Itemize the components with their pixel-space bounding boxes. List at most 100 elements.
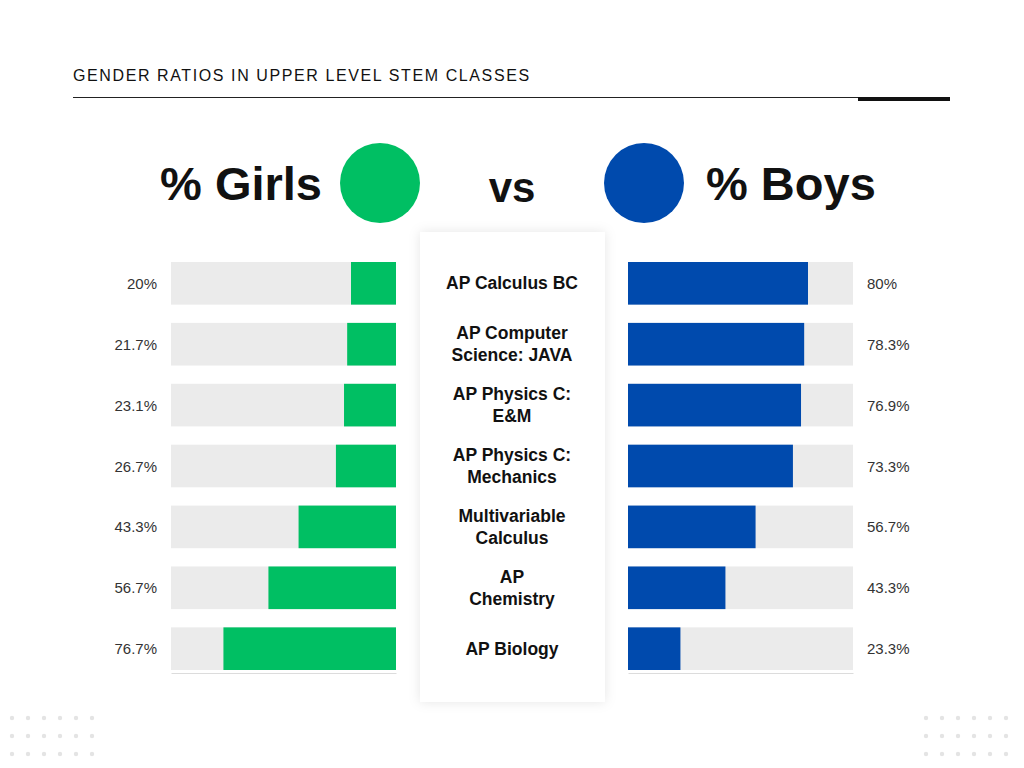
category-label: AP ComputerScience: JAVA (452, 323, 573, 365)
bar-track (171, 323, 396, 366)
decor-dot (924, 752, 928, 756)
background (0, 0, 1024, 768)
decor-dot (90, 752, 94, 756)
category-label-line: AP (500, 567, 525, 587)
decor-dot (10, 716, 14, 720)
data-labels: 20% 21.7% 23.1% 26.7% 43.3% 56.7% 76.7% (114, 275, 157, 657)
decor-dot (940, 716, 944, 720)
center-column (420, 232, 605, 702)
header-rule-accent (858, 97, 950, 101)
axis-line (629, 673, 854, 674)
data-label: 43.3% (114, 518, 157, 535)
bar (628, 627, 680, 670)
decor-dot (956, 752, 960, 756)
legend-swatch (340, 143, 420, 223)
category-label: AP Physics C:Mechanics (453, 445, 571, 487)
legend: % Girls % Boys (160, 143, 876, 223)
decor-dot (10, 752, 14, 756)
decor-dot (972, 752, 976, 756)
decor-dot (42, 716, 46, 720)
decor-dot (1004, 752, 1008, 756)
data-label: 23.1% (114, 397, 157, 414)
bar-track (628, 506, 853, 549)
bar-track (171, 627, 396, 670)
bars (223, 262, 396, 670)
bar (344, 384, 396, 427)
decor-dot (26, 752, 30, 756)
bar-track (628, 627, 853, 670)
bar-track (628, 262, 853, 305)
bar-track (171, 566, 396, 609)
bars (628, 262, 808, 670)
category-label-line: AP Physics C: (453, 384, 571, 404)
decor-dot (1004, 716, 1008, 720)
category-labels: AP Calculus BCAP ComputerScience: JAVAAP… (446, 273, 578, 658)
decor-dot (26, 734, 30, 738)
category-label: MultivariableCalculus (459, 506, 566, 548)
category-label-line: Multivariable (459, 506, 566, 526)
decor-dot (90, 716, 94, 720)
category-label-line: Chemistry (469, 589, 555, 609)
bar-tracks (628, 262, 853, 670)
bar-track (171, 262, 396, 305)
bar (351, 262, 396, 305)
category-label-line: AP Computer (456, 323, 568, 343)
decor-dot (972, 734, 976, 738)
decor-dot (988, 752, 992, 756)
decor-dot (940, 752, 944, 756)
bar-track (171, 506, 396, 549)
data-label: 20% (127, 275, 157, 292)
legend-label: % Girls (160, 157, 322, 210)
data-label: 76.7% (114, 640, 157, 657)
bar-track (628, 323, 853, 366)
bar-track (628, 566, 853, 609)
category-label-line: Science: JAVA (452, 345, 573, 365)
x-axis (172, 673, 397, 674)
decor-dot (26, 716, 30, 720)
decor-dot (1004, 734, 1008, 738)
data-label: 76.9% (867, 397, 910, 414)
bar-track (628, 445, 853, 488)
data-label: 56.7% (114, 579, 157, 596)
data-label: 26.7% (114, 458, 157, 475)
category-label-line: AP Calculus BC (446, 273, 578, 293)
decor-dot (74, 752, 78, 756)
data-labels: 80%78.3%76.9%73.3%56.7%43.3%23.3% (867, 275, 910, 657)
bar-tracks (171, 262, 396, 670)
decor-dot (988, 716, 992, 720)
data-label: 23.3% (867, 640, 910, 657)
data-label: 21.7% (114, 336, 157, 353)
category-label: APChemistry (469, 567, 555, 609)
chart-svg: GENDER RATIOS IN UPPER LEVEL STEM CLASSE… (0, 0, 1024, 768)
legend-label: % Boys (706, 157, 876, 210)
data-label: 78.3% (867, 336, 910, 353)
decor-dot (956, 734, 960, 738)
bar (628, 262, 808, 305)
decor-dot (42, 734, 46, 738)
bar (628, 566, 725, 609)
decor-dot (956, 716, 960, 720)
bar-track (171, 445, 396, 488)
category-label-line: Calculus (476, 528, 549, 548)
legend-swatch (604, 143, 684, 223)
bar (347, 323, 396, 366)
bar (299, 506, 396, 549)
decor-dot (90, 734, 94, 738)
category-label: AP Calculus BC (446, 273, 578, 293)
decor-dot (58, 734, 62, 738)
chart-title: GENDER RATIOS IN UPPER LEVEL STEM CLASSE… (73, 67, 531, 84)
bar (628, 506, 756, 549)
decor-dot (988, 734, 992, 738)
bar (268, 566, 396, 609)
category-label-line: E&M (493, 406, 532, 426)
decor-dot (940, 734, 944, 738)
decor-dot (42, 752, 46, 756)
decor-dot (972, 716, 976, 720)
category-label-line: Mechanics (467, 467, 557, 487)
decor-dots (10, 716, 1008, 756)
x-axis (629, 673, 854, 674)
decor-dot (58, 752, 62, 756)
axis-line (172, 673, 397, 674)
category-label: AP Physics C:E&M (453, 384, 571, 426)
bar (628, 445, 793, 488)
